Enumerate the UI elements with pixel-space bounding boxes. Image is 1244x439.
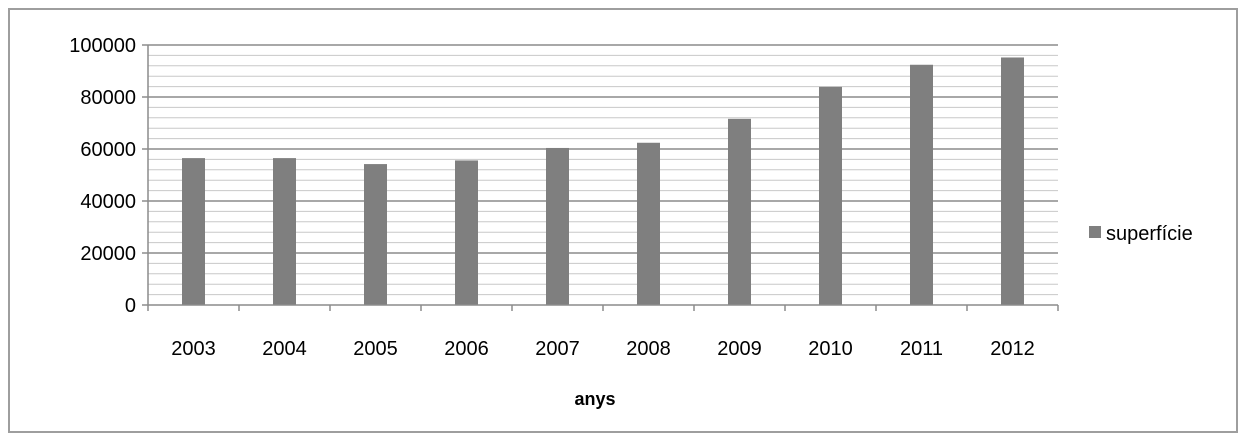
y-tick-label: 40000: [80, 191, 136, 213]
x-tick-label: 2005: [353, 338, 398, 360]
legend: superfície: [1089, 223, 1193, 245]
legend-swatch: [1089, 226, 1101, 238]
bars: [182, 57, 1024, 306]
minor-gridlines: [148, 54, 1058, 296]
x-tick-label: 2003: [171, 338, 216, 360]
x-tick-label: 2006: [444, 338, 489, 360]
bar-2012: [1001, 57, 1024, 306]
x-tick-label: 2011: [900, 338, 943, 360]
x-tick-label: 2008: [626, 338, 671, 360]
y-tick-labels: 0 20000 40000 60000 80000 100000: [69, 35, 136, 317]
y-tick-label: 60000: [80, 139, 136, 161]
axes: [147, 45, 1059, 311]
x-axis-title: anys: [574, 389, 615, 409]
y-tick-label: 20000: [80, 243, 136, 265]
major-gridlines: [142, 44, 1058, 306]
y-tick-label: 80000: [80, 87, 136, 109]
x-tick-label: 2012: [990, 338, 1035, 360]
bar-2006: [455, 160, 478, 305]
bar-2003: [182, 158, 205, 305]
y-tick-label: 0: [125, 295, 136, 317]
bar-2005: [364, 164, 387, 305]
y-tick-label: 100000: [69, 35, 136, 57]
bar-2010: [819, 86, 842, 305]
legend-label: superfície: [1106, 223, 1193, 245]
bar-2011: [910, 64, 933, 305]
bar-2007: [546, 147, 569, 305]
chart-frame: 0 20000 40000 60000 80000 100000 2003 2004 2005…: [8, 8, 1238, 433]
bar-2009: [728, 118, 751, 305]
bar-2004: [273, 158, 296, 305]
x-tick-label: 2007: [535, 338, 580, 360]
x-tick-labels: 2003 2004 2005 2006 2007 2008 2009 2010 2011 2012: [171, 338, 1035, 360]
bar-2008: [637, 142, 660, 305]
x-tick-label: 2004: [262, 338, 307, 360]
x-tick-label: 2010: [808, 338, 853, 360]
bar-chart: 0 20000 40000 60000 80000 100000 2003 2004 2005…: [69, 35, 1193, 409]
x-tick-label: 2009: [717, 338, 762, 360]
